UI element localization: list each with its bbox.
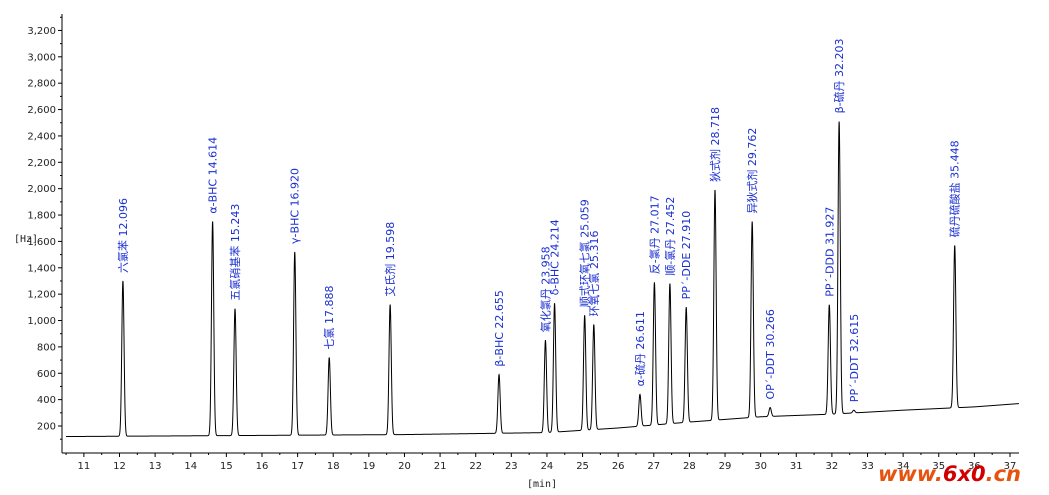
- peak-label: PP´-DDT 32.615: [848, 314, 861, 402]
- peak-labels: 六氯苯 12.096 α-BHC 14.614 五氯硝基苯 15.243 γ-BHC …: [116, 38, 962, 402]
- x-tick-label: 21: [434, 461, 447, 472]
- y-tick-label: 2,000: [27, 184, 56, 195]
- x-tick-label: 15: [220, 461, 233, 472]
- x-axis: 11 12 13 14 15 16 17 18 19 20 21 22 23 24 25 26 27 28 29 30…: [62, 452, 1019, 472]
- peak-label: α-BHC 14.614: [207, 137, 220, 214]
- x-tick-label: 25: [576, 461, 589, 472]
- y-tick-label: 2,400: [27, 131, 56, 142]
- x-tick-label: 12: [113, 461, 126, 472]
- y-tick-label: 1,600: [27, 237, 56, 248]
- y-tick-label: 3,200: [27, 26, 56, 37]
- x-tick-label: 27: [647, 461, 660, 472]
- x-tick-label: 26: [612, 461, 625, 472]
- y-tick-label: 3,000: [27, 52, 56, 63]
- peak-label: β-BHC 22.655: [493, 290, 506, 366]
- peak-label: 六氯苯 12.096: [116, 198, 130, 273]
- peak-label: 硫丹硫酸盐 35.448: [948, 140, 962, 237]
- y-tick-label: 400: [37, 395, 56, 406]
- peak-label: 异狄式剂 29.762: [745, 128, 759, 214]
- peak-label: γ-BHC 16.920: [289, 168, 302, 244]
- x-tick-label: 16: [256, 461, 269, 472]
- x-tick-label: 17: [291, 461, 304, 472]
- y-tick-label: 1,000: [27, 316, 56, 327]
- x-axis-label: [min]: [527, 479, 557, 490]
- x-tick-label: 14: [184, 461, 197, 472]
- watermark-prefix: www.: [878, 462, 943, 486]
- peak-label: α-硫丹 26.611: [633, 311, 647, 386]
- x-tick-label: 32: [826, 461, 839, 472]
- x-tick-label: 11: [78, 461, 91, 472]
- y-axis-label: [Hz]: [14, 234, 38, 245]
- peak-label: 环氧七氯 25.316: [587, 230, 601, 316]
- y-tick-label: 1,200: [27, 290, 56, 301]
- x-tick-label: 33: [861, 461, 874, 472]
- x-tick-label: 34: [897, 461, 910, 472]
- x-tick-label: 22: [469, 461, 482, 472]
- watermark-accent: 6x0: [943, 462, 986, 486]
- x-tick-label: 19: [362, 461, 375, 472]
- x-tick-label: 36: [968, 461, 981, 472]
- y-tick-label: 1,400: [27, 263, 56, 274]
- peak-label: 狄式剂 28.718: [708, 107, 722, 182]
- peak-label: OP´-DDT 30.266: [764, 309, 777, 399]
- peak-label: δ-BHC 24.214: [549, 219, 562, 295]
- watermark: www.6x0.cn: [878, 462, 1021, 486]
- x-tick-label: 31: [790, 461, 803, 472]
- peak-label: 氧化氯丹 23.958: [538, 246, 552, 332]
- peak-label: PP´-DDE 27.910: [680, 211, 693, 300]
- watermark-suffix: .cn: [986, 462, 1021, 486]
- x-tick-label: 13: [149, 461, 162, 472]
- x-tick-label: 20: [398, 461, 411, 472]
- x-tick-label: 37: [1004, 461, 1017, 472]
- peak-label: 顺-氯丹 27.452: [663, 197, 677, 276]
- x-tick-label: 29: [719, 461, 732, 472]
- chromatogram-line: [66, 121, 1020, 438]
- y-tick-label: 2,600: [27, 105, 56, 116]
- x-tick-label: 28: [683, 461, 696, 472]
- peak-label: β-硫丹 32.203: [832, 38, 846, 113]
- y-tick-label: 200: [37, 422, 56, 433]
- peak-label: 五氯硝基苯 15.243: [228, 204, 242, 301]
- y-axis: 200 400 600 800 1,000 1,200 1,400 1,600 1,800 2,0…: [27, 14, 63, 453]
- y-tick-label: 600: [37, 369, 56, 380]
- peak-label: 七氯 17.888: [322, 285, 336, 349]
- peak-label: 艾氏剂 19.598: [383, 222, 397, 297]
- x-tick-label: 30: [754, 461, 767, 472]
- x-tick-label: 23: [505, 461, 518, 472]
- peak-label: 反-氯丹 27.017: [647, 195, 661, 274]
- x-tick-label: 18: [327, 461, 340, 472]
- x-tick-label: 35: [932, 461, 945, 472]
- x-tick-label: 24: [541, 461, 554, 472]
- y-tick-label: 2,200: [27, 158, 56, 169]
- peak-label: PP´-DDD 31.927: [823, 207, 836, 297]
- peak-label: 顺式环氧七氯 25.059: [578, 199, 592, 307]
- y-tick-label: 2,800: [27, 79, 56, 90]
- y-tick-label: 1,800: [27, 211, 56, 222]
- y-tick-label: 800: [37, 342, 56, 353]
